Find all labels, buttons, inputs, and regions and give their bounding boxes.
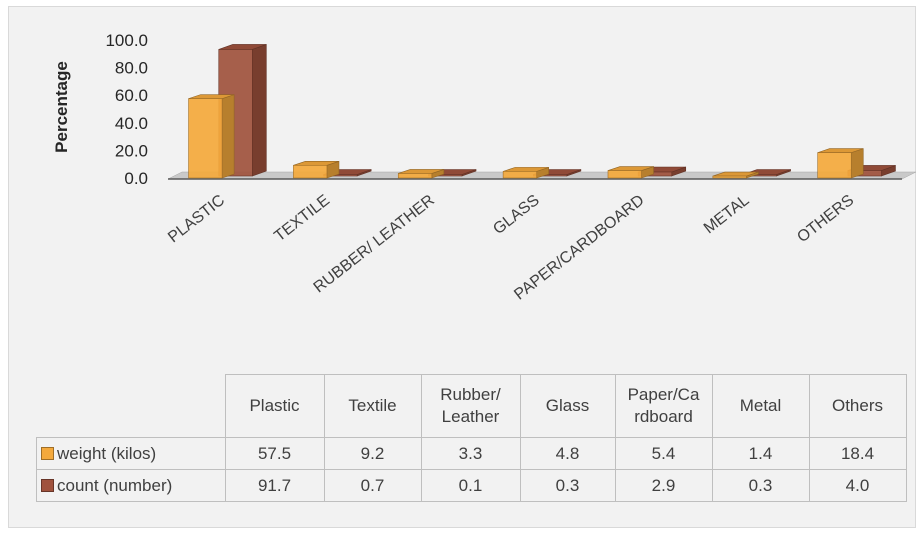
y-tick-label: 0.0 — [124, 169, 148, 188]
bar-weight — [293, 165, 328, 179]
table-column-header: Paper/Ca rdboard — [614, 374, 713, 438]
bar-weight — [502, 171, 537, 179]
y-tick-label: 100.0 — [105, 31, 148, 50]
y-tick-label: 40.0 — [115, 114, 148, 133]
table-cell: 5.4 — [614, 437, 713, 470]
x-tick-label: OTHERS — [794, 192, 857, 246]
bar-weight — [607, 170, 642, 179]
table-corner — [36, 374, 226, 438]
table-cell: 0.3 — [711, 469, 810, 502]
legend-swatch — [41, 478, 54, 492]
table-cell: 0.1 — [420, 469, 521, 502]
table-column-header: Rubber/Leather — [420, 374, 521, 438]
y-axis-label: Percentage — [52, 61, 71, 153]
x-tick-label: TEXTILE — [271, 192, 333, 245]
table-cell: 4.0 — [808, 469, 907, 502]
bar-weight — [817, 152, 852, 179]
bar-side — [252, 44, 267, 177]
table-body: weight (kilos) 57.5 9.2 3.3 4.8 5.4 1.4 18.4 cou… — [36, 437, 907, 502]
table-cell: 4.8 — [519, 437, 616, 470]
table-header-row: Plastic Textile Rubber/Leather Glass Paper/C… — [36, 374, 907, 438]
table-column-header: Textile — [323, 374, 422, 438]
table-row: weight (kilos) 57.5 9.2 3.3 4.8 5.4 1.4 18.4 — [36, 437, 907, 470]
table-cell: 57.5 — [224, 437, 325, 470]
table-cell: 91.7 — [224, 469, 325, 502]
table-cell: 9.2 — [323, 437, 422, 470]
x-tick-label: PLASTIC — [165, 192, 228, 246]
table-cell: 0.7 — [323, 469, 422, 502]
bar-weight — [397, 173, 433, 179]
legend-entry: weight (kilos) — [36, 437, 226, 470]
bar-side — [850, 148, 864, 179]
table-cell: 3.3 — [420, 437, 521, 470]
table-cell: 2.9 — [614, 469, 713, 502]
legend-swatch — [41, 446, 54, 460]
x-tick-label: METAL — [701, 192, 753, 238]
bar-weight — [712, 175, 747, 179]
table-column-header: Glass — [519, 374, 616, 438]
table-column-header: Metal — [711, 374, 810, 438]
table-row: count (number) 91.7 0.7 0.1 0.3 2.9 0.3 4.0 — [36, 469, 907, 502]
bar-side — [221, 94, 235, 179]
legend-entry: count (number) — [36, 469, 226, 502]
table-cell: 0.3 — [519, 469, 616, 502]
table-cell: 18.4 — [808, 437, 907, 470]
y-tick-label: 20.0 — [115, 141, 148, 160]
table-column-header: Others — [808, 374, 907, 438]
data-table: Plastic Textile Rubber/Leather Glass Paper/C… — [36, 374, 907, 502]
table-cell: 1.4 — [711, 437, 810, 470]
bar-weight — [188, 98, 223, 179]
y-tick-label: 80.0 — [115, 59, 148, 78]
table-column-header: Plastic — [224, 374, 325, 438]
x-tick-label: GLASS — [490, 192, 543, 238]
y-tick-label: 60.0 — [115, 86, 148, 105]
